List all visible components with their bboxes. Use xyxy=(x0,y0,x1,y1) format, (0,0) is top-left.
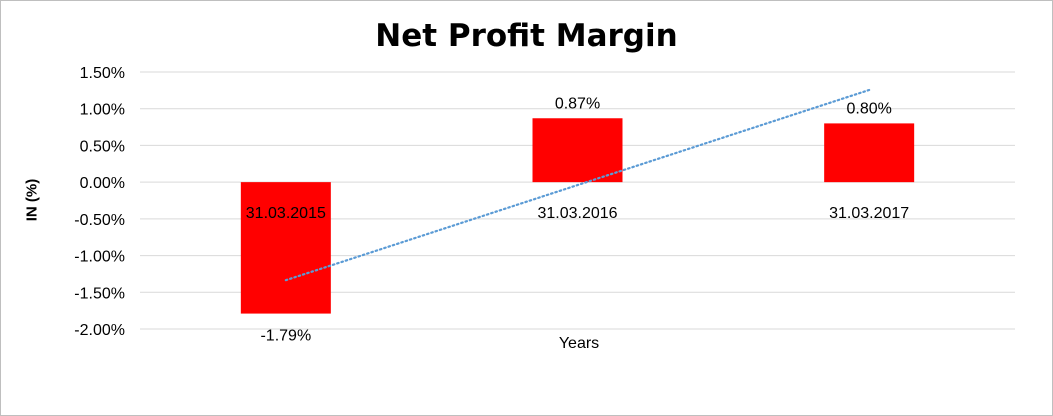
trendline xyxy=(284,88,871,282)
y-tick-label: 0.00% xyxy=(80,175,125,192)
category-label: 31.03.2016 xyxy=(537,205,617,222)
data-label: 0.87% xyxy=(555,95,600,112)
y-tick-label: -1.50% xyxy=(74,285,125,302)
y-tick-label: 1.50% xyxy=(80,65,125,82)
bar xyxy=(824,123,915,183)
bar xyxy=(240,182,331,314)
category-label: 31.03.2015 xyxy=(246,205,326,222)
bar xyxy=(532,118,623,183)
data-label: -1.79% xyxy=(260,328,311,345)
y-tick-label: -2.00% xyxy=(74,322,125,339)
y-tick-label: -0.50% xyxy=(74,212,125,229)
y-tick-label: 1.00% xyxy=(80,102,125,119)
y-tick-label: -1.00% xyxy=(74,249,125,266)
data-label: 0.80% xyxy=(846,100,891,117)
chart-title: Net Profit Margin xyxy=(375,18,678,54)
x-axis-title: Years xyxy=(558,335,600,352)
category-label: 31.03.2017 xyxy=(829,205,909,222)
y-tick-label: 0.50% xyxy=(80,138,125,155)
